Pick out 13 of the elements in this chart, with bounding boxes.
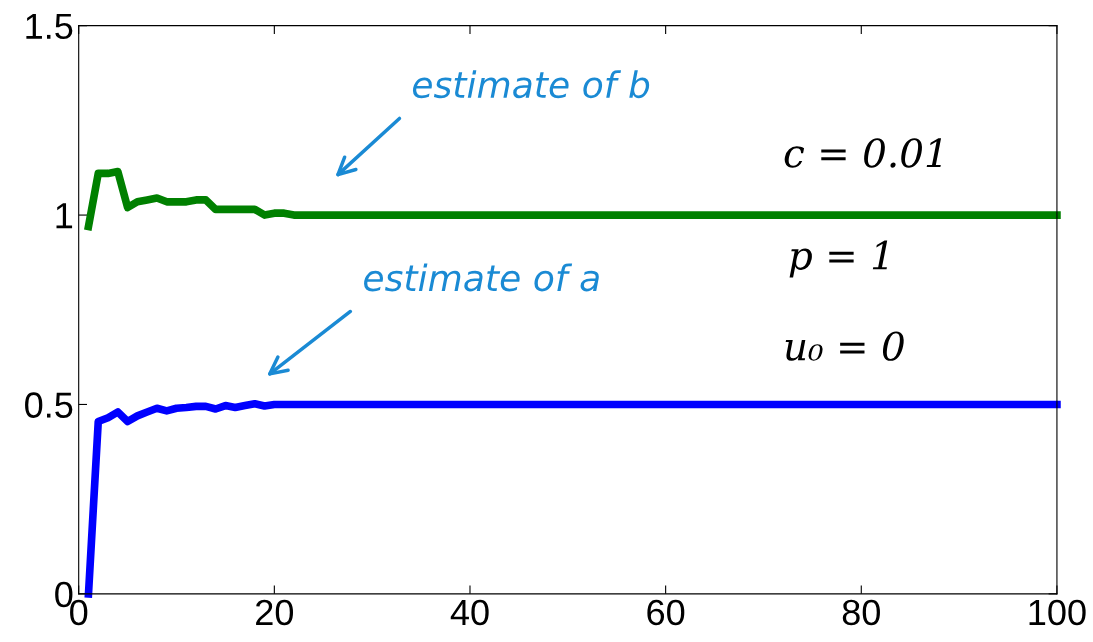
x-tick-label: 100 (1029, 599, 1086, 626)
y-tick-label: 1 (56, 203, 73, 229)
annotation: c = 0.01 (784, 138, 942, 168)
annotation: estimate of a (364, 263, 599, 292)
annotation: p = 1 (789, 240, 888, 278)
x-tick-label: 80 (842, 599, 880, 626)
y-tick-label: 1.5 (26, 13, 73, 40)
x-tick-label: 40 (450, 599, 489, 626)
annotation: estimate of b (412, 70, 650, 99)
annotation: u₀ = 0 (785, 331, 904, 361)
x-tick-label: 20 (256, 599, 294, 626)
y-tick-label: 0.5 (25, 392, 73, 418)
x-tick-label: 60 (647, 599, 685, 626)
